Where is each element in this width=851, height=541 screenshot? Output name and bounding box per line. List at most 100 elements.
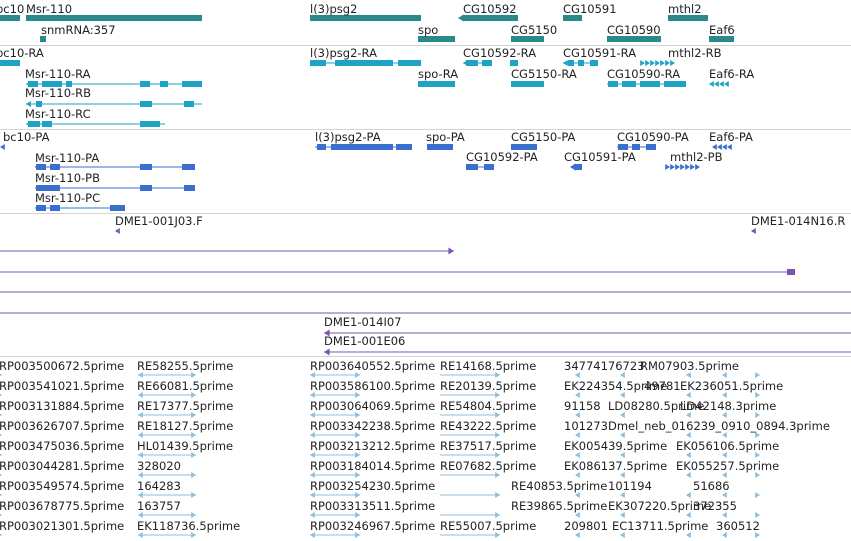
exon-chevron[interactable] [660, 60, 665, 66]
protein-label[interactable]: Msr-110-PB [35, 171, 100, 185]
est-label[interactable]: RE37517.5prime [440, 439, 537, 453]
est-glyph[interactable] [722, 432, 727, 438]
strand-arrow[interactable] [26, 81, 31, 87]
exon-block[interactable] [28, 121, 40, 127]
est-glyph[interactable] [722, 392, 727, 398]
gene-label[interactable]: CG10591 [563, 2, 617, 16]
exon-block[interactable] [511, 144, 537, 150]
est-label[interactable]: RP003678775.5prime [0, 499, 125, 513]
est-label[interactable]: 360512 [716, 519, 760, 533]
est-label[interactable]: RE17377.5prime [137, 399, 234, 413]
est-label[interactable]: RE20139.5prime [440, 379, 537, 393]
est-label[interactable]: RE39865.5prime [511, 499, 608, 513]
est-label[interactable]: RE55007.5prime [440, 519, 537, 533]
est-glyph[interactable] [620, 492, 625, 498]
est-glyph[interactable] [191, 532, 196, 538]
exon-chevron[interactable] [722, 144, 727, 150]
exon-chevron[interactable] [680, 164, 685, 170]
est-glyph[interactable] [620, 452, 625, 458]
est-glyph[interactable] [495, 412, 500, 418]
transcript-label[interactable]: Msr-110-RC [25, 107, 91, 121]
est-glyph[interactable] [191, 412, 196, 418]
gene-label[interactable]: Eaf6 [709, 23, 735, 37]
clone-end-marker[interactable] [115, 228, 120, 234]
transcript-label[interactable]: CG10591-RA [563, 46, 637, 60]
est-label[interactable]: RE66081.5prime [137, 379, 234, 393]
exon-block[interactable] [331, 144, 393, 150]
est-glyph[interactable] [620, 432, 625, 438]
est-glyph[interactable] [0, 452, 2, 458]
est-label[interactable]: EK086137.5prime [564, 459, 668, 473]
est-label[interactable]: EC13711.5prime [612, 519, 709, 533]
est-glyph[interactable] [0, 472, 2, 478]
est-glyph[interactable] [722, 452, 727, 458]
est-label[interactable]: RP003541021.5prime [0, 379, 125, 393]
strand-arrow[interactable] [26, 101, 31, 107]
est-glyph[interactable] [686, 472, 691, 478]
est-glyph[interactable] [755, 372, 760, 378]
est-label[interactable]: RP003640552.5prime [310, 359, 436, 373]
exon-block[interactable] [28, 81, 38, 87]
est-glyph[interactable] [686, 492, 691, 498]
est-label[interactable]: RP003213212.5prime [310, 439, 436, 453]
est-label[interactable]: RP003184014.5prime [310, 459, 436, 473]
est-glyph[interactable] [138, 452, 143, 458]
est-label[interactable]: RP003626707.5prime [0, 419, 125, 433]
feature-glyph[interactable] [418, 36, 455, 42]
est-label[interactable]: HL01439.5prime [137, 439, 234, 453]
feature-glyph[interactable] [668, 15, 708, 21]
protein-label[interactable]: bc10-PA [3, 130, 50, 144]
est-glyph[interactable] [620, 412, 625, 418]
transcript-label[interactable]: CG5150-RA [511, 67, 577, 81]
strand-arrow[interactable] [35, 205, 40, 211]
est-glyph[interactable] [686, 512, 691, 518]
est-label[interactable]: RP003131884.5prime [0, 399, 125, 413]
est-label[interactable]: LD08280.5prime [608, 399, 705, 413]
est-glyph[interactable] [355, 392, 360, 398]
exon-chevron[interactable] [724, 81, 729, 87]
est-glyph[interactable] [191, 392, 196, 398]
exon-block[interactable] [578, 60, 584, 66]
protein-label[interactable]: spo-PA [426, 130, 465, 144]
est-glyph[interactable] [686, 372, 691, 378]
gene-label[interactable]: mthl2 [668, 2, 702, 16]
est-glyph[interactable] [355, 372, 360, 378]
transcript-label[interactable]: bc10-RA [0, 46, 44, 60]
clone-end-marker[interactable] [787, 269, 795, 275]
exon-block[interactable] [110, 205, 125, 211]
exon-block[interactable] [568, 60, 574, 66]
gene-label[interactable]: l(3)psg2 [310, 2, 358, 16]
exon-block[interactable] [50, 205, 60, 211]
clone-label[interactable]: DME1-014N16.R [751, 214, 846, 228]
exon-block[interactable] [608, 81, 618, 87]
est-glyph[interactable] [686, 392, 691, 398]
transcript-label[interactable]: Msr-110-RA [25, 67, 91, 81]
exon-block[interactable] [36, 205, 46, 211]
exon-block[interactable] [42, 81, 62, 87]
est-label[interactable]: 91158 [564, 399, 601, 413]
exon-chevron[interactable] [665, 60, 670, 66]
exon-chevron[interactable] [695, 164, 700, 170]
est-glyph[interactable] [722, 512, 727, 518]
est-label[interactable]: RE58255.5prime [137, 359, 234, 373]
est-glyph[interactable] [620, 532, 625, 538]
exon-block[interactable] [36, 185, 60, 191]
est-glyph[interactable] [138, 492, 143, 498]
protein-label[interactable]: Msr-110-PC [35, 191, 101, 205]
exon-chevron[interactable] [650, 60, 655, 66]
est-glyph[interactable] [755, 472, 760, 478]
est-label[interactable]: RM07903.5prime [640, 359, 739, 373]
exon-block[interactable] [140, 164, 152, 170]
exon-block[interactable] [398, 60, 421, 66]
est-glyph[interactable] [355, 412, 360, 418]
est-label[interactable]: 328020 [137, 459, 181, 473]
est-label[interactable]: RP003500672.5prime [0, 359, 125, 373]
exon-block[interactable] [396, 144, 412, 150]
est-label[interactable]: 34774176723 [564, 359, 645, 373]
exon-chevron[interactable] [655, 60, 660, 66]
transcript-label[interactable]: l(3)psg2-RA [310, 46, 377, 60]
est-glyph[interactable] [0, 512, 2, 518]
protein-label[interactable]: Msr-110-PA [35, 151, 100, 165]
exon-block[interactable] [160, 81, 168, 87]
exon-block[interactable] [484, 164, 494, 170]
